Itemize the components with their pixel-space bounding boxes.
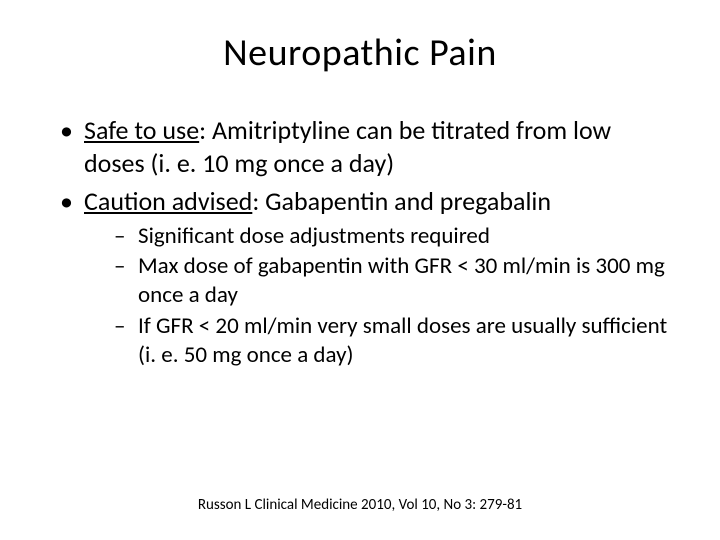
bullet-label: Caution advised [84, 185, 252, 217]
bullet-text: : Gabapentin and pregabalin [252, 185, 551, 217]
slide-title: Neuropathic Pain [50, 30, 670, 76]
bullet-label: Safe to use [84, 114, 199, 146]
sub-bullet-item: Max dose of gabapentin with GFR < 30 ml/… [114, 252, 670, 310]
sub-bullet-item: If GFR < 20 ml/min very small doses are … [114, 312, 670, 370]
citation-text: Russon L Clinical Medicine 2010, Vol 10,… [0, 496, 720, 514]
bullet-item-caution: Caution advised: Gabapentin and pregabal… [56, 185, 670, 369]
bullet-item-safe: Safe to use: Amitriptyline can be titrat… [56, 114, 670, 179]
sub-bullet-item: Significant dose adjustments required [114, 222, 670, 251]
sub-bullet-list: Significant dose adjustments required Ma… [114, 222, 670, 370]
bullet-list: Safe to use: Amitriptyline can be titrat… [56, 114, 670, 369]
